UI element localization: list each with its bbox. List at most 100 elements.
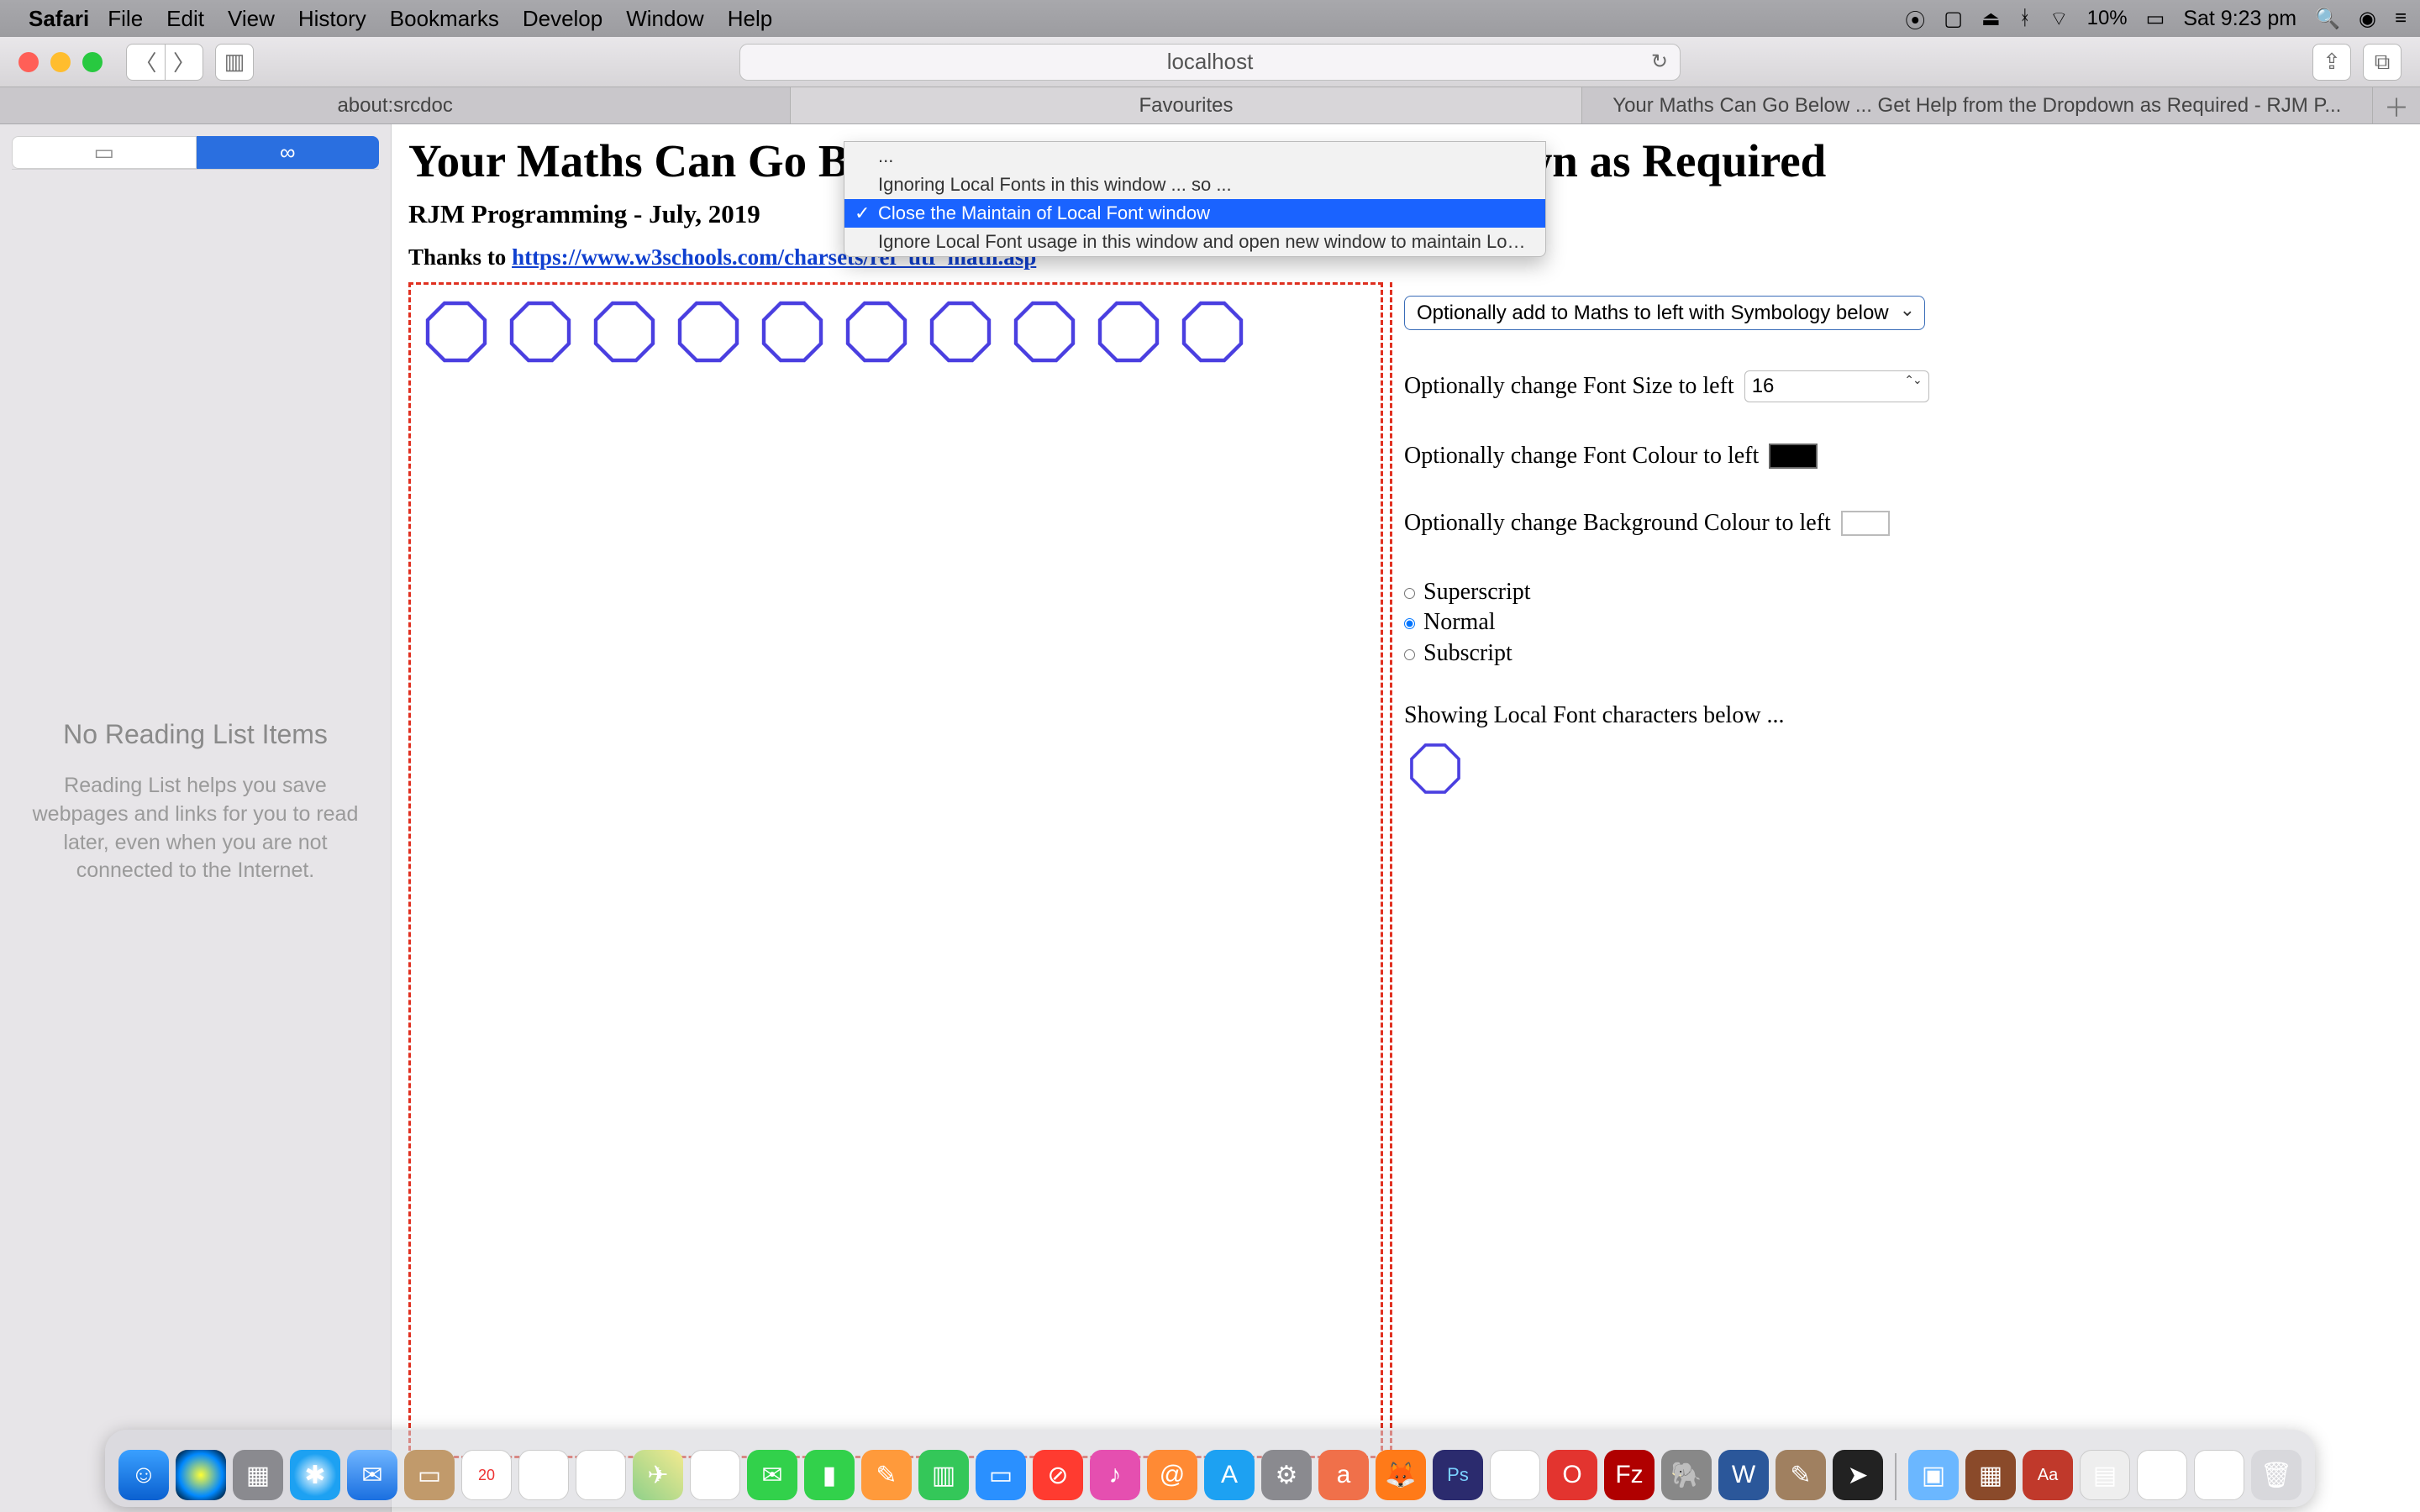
- dock-file2-icon[interactable]: ▤: [2194, 1450, 2244, 1500]
- dock-maps-icon[interactable]: ✈: [633, 1450, 683, 1500]
- dropdown-option[interactable]: ...: [844, 142, 1545, 171]
- bg-colour-input[interactable]: [1841, 511, 1890, 536]
- radio-normal-label: Normal: [1423, 609, 1496, 635]
- menubar-app[interactable]: Safari: [29, 6, 89, 32]
- dock-finder-icon[interactable]: ☺: [118, 1450, 169, 1500]
- dock-sysprefs-icon[interactable]: ⚙: [1261, 1450, 1312, 1500]
- menubar-bluetooth-icon[interactable]: ᚼ: [2019, 7, 2031, 30]
- menubar-malware-icon[interactable]: ⦿: [1905, 4, 1925, 34]
- back-button[interactable]: 〈: [126, 44, 165, 81]
- localfont-sample-glyph: [1407, 741, 1463, 796]
- placeholder-glyph: [675, 298, 742, 365]
- radio-subscript[interactable]: [1404, 649, 1415, 660]
- dock-itunes-icon[interactable]: ♪: [1090, 1450, 1140, 1500]
- dropdown-option[interactable]: Ignoring Local Fonts in this window ... …: [844, 171, 1545, 199]
- menu-view[interactable]: View: [228, 6, 275, 32]
- dock-terminal-icon[interactable]: ➤: [1833, 1450, 1883, 1500]
- font-size-input[interactable]: [1744, 370, 1929, 402]
- dock-keynote-icon[interactable]: ▭: [976, 1450, 1026, 1500]
- sidebar-tab-bookmarks[interactable]: ▭: [12, 136, 197, 169]
- menu-file[interactable]: File: [108, 6, 143, 32]
- dock-facetime-icon[interactable]: ▮: [804, 1450, 855, 1500]
- dock-picture-icon[interactable]: ▦: [1965, 1450, 2016, 1500]
- minimize-window-button[interactable]: [50, 52, 71, 72]
- dock-firefox-icon[interactable]: 🦊: [1376, 1450, 1426, 1500]
- dock-reminders-icon[interactable]: ☑: [576, 1450, 626, 1500]
- menu-bookmarks[interactable]: Bookmarks: [390, 6, 499, 32]
- menubar-siri-icon[interactable]: ◉: [2359, 7, 2376, 31]
- dock-siri-icon[interactable]: [176, 1450, 226, 1500]
- maths-area[interactable]: [408, 282, 1383, 1458]
- placeholder-glyph-row: [419, 293, 1372, 370]
- dropdown-option[interactable]: Close the Maintain of Local Font window: [844, 199, 1545, 228]
- dock-notes-icon[interactable]: ✎: [518, 1450, 569, 1500]
- menu-develop[interactable]: Develop: [523, 6, 602, 32]
- tab-1[interactable]: Favourites: [791, 87, 1581, 123]
- tab-0-label: about:srcdoc: [337, 94, 452, 118]
- dock-mail-icon[interactable]: ✉: [347, 1450, 397, 1500]
- dock-appstore-icon[interactable]: A: [1204, 1450, 1255, 1500]
- menubar-spotlight-icon[interactable]: 🔍: [2315, 7, 2340, 31]
- dock-pages-icon[interactable]: ✎: [861, 1450, 912, 1500]
- dock-app-icon[interactable]: ⊘: [1033, 1450, 1083, 1500]
- share-button[interactable]: ⇪: [2312, 44, 2351, 81]
- dropdown-option[interactable]: Ignore Local Font usage in this window a…: [844, 228, 1545, 256]
- placeholder-glyph: [927, 298, 994, 365]
- radio-superscript-label: Superscript: [1423, 579, 1531, 605]
- safari-toolbar: 〈 〉 ▥ localhost ↻ ⇪ ⧉: [0, 37, 2420, 87]
- radio-normal[interactable]: [1404, 618, 1415, 629]
- symbology-select[interactable]: Optionally add to Maths to left with Sym…: [1404, 296, 1925, 330]
- sidebar-tabs: ▭ ∞: [12, 136, 379, 170]
- font-colour-input[interactable]: [1769, 444, 1818, 469]
- address-bar[interactable]: localhost ↻: [739, 44, 1681, 81]
- menubar-battery-pct[interactable]: 10%: [2087, 7, 2128, 30]
- dock-dictionary-icon[interactable]: Aa: [2023, 1450, 2073, 1500]
- placeholder-glyph: [1011, 298, 1078, 365]
- menubar-battery-icon[interactable]: ▭: [2146, 7, 2165, 31]
- dock-folder-icon[interactable]: ▣: [1908, 1450, 1959, 1500]
- dock-safari-icon[interactable]: ✱: [290, 1450, 340, 1500]
- localfont-dropdown-menu[interactable]: ...Ignoring Local Fonts in this window .…: [844, 141, 1546, 257]
- dock-launchpad-icon[interactable]: ▦: [233, 1450, 283, 1500]
- menubar-clock[interactable]: Sat 9:23 pm: [2183, 7, 2296, 31]
- dock-messages-icon[interactable]: ✉: [747, 1450, 797, 1500]
- dock-contacts-icon[interactable]: ▭: [404, 1450, 455, 1500]
- dock-mamp-icon[interactable]: 🐘: [1661, 1450, 1712, 1500]
- sidebar-tab-readinglist[interactable]: ∞: [197, 136, 380, 169]
- menu-help[interactable]: Help: [728, 6, 772, 32]
- tab-0[interactable]: about:srcdoc: [0, 87, 791, 123]
- radio-superscript[interactable]: [1404, 588, 1415, 599]
- dock-ibooks-icon[interactable]: @: [1147, 1450, 1197, 1500]
- tab-2[interactable]: Your Maths Can Go Below ... Get Help fro…: [1582, 87, 2373, 123]
- menubar-airplay-icon[interactable]: ⏏: [1981, 7, 2001, 31]
- dock-document-icon[interactable]: ▤: [2080, 1450, 2130, 1500]
- new-tab-button[interactable]: ＋: [2373, 87, 2420, 123]
- dock-editor-icon[interactable]: a: [1318, 1450, 1369, 1500]
- dock-photos-icon[interactable]: ✿: [690, 1450, 740, 1500]
- menubar-wifi-icon[interactable]: ⌔: [2049, 6, 2069, 31]
- dock-gimp-icon[interactable]: ✎: [1776, 1450, 1826, 1500]
- menubar-display-icon[interactable]: ▢: [1944, 7, 1963, 31]
- menu-history[interactable]: History: [298, 6, 366, 32]
- dock-opera-icon[interactable]: O: [1547, 1450, 1597, 1500]
- tabs-button[interactable]: ⧉: [2363, 44, 2402, 81]
- sidebar-toggle-button[interactable]: ▥: [215, 44, 254, 81]
- menu-edit[interactable]: Edit: [166, 6, 204, 32]
- dock-filezilla-icon[interactable]: Fz: [1604, 1450, 1655, 1500]
- dock-chrome-icon[interactable]: ◉: [1490, 1450, 1540, 1500]
- dock-trash-icon[interactable]: 🗑: [2251, 1450, 2302, 1500]
- dock-calendar-icon[interactable]: 20: [461, 1450, 512, 1500]
- window-controls: [18, 52, 103, 72]
- menubar-notifications-icon[interactable]: ≡: [2395, 7, 2407, 30]
- menu-window[interactable]: Window: [626, 6, 703, 32]
- reload-icon[interactable]: ↻: [1651, 50, 1668, 74]
- zoom-window-button[interactable]: [82, 52, 103, 72]
- dock-numbers-icon[interactable]: ▥: [918, 1450, 969, 1500]
- dock-file-icon[interactable]: ▤: [2137, 1450, 2187, 1500]
- dock-word-icon[interactable]: W: [1718, 1450, 1769, 1500]
- dock-photoshop-icon[interactable]: Ps: [1433, 1450, 1483, 1500]
- close-window-button[interactable]: [18, 52, 39, 72]
- localfont-msg: Showing Local Font characters below ...: [1404, 702, 2398, 729]
- forward-button[interactable]: 〉: [165, 44, 203, 81]
- reading-list-empty-body: Reading List helps you save webpages and…: [25, 772, 366, 885]
